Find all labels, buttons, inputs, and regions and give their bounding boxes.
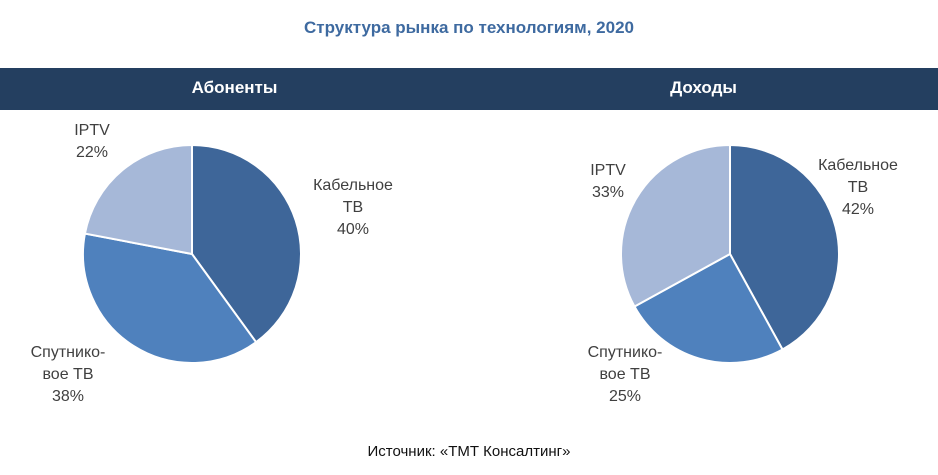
- slice-category-label: Спутнико-: [588, 344, 663, 361]
- pie-slice-1-0: [729, 143, 840, 351]
- slice-label-1-0: Кабельное ТВ 42%: [818, 157, 898, 218]
- slice-category-label: ТВ: [343, 199, 363, 216]
- pie-slice-0-2: [83, 143, 193, 256]
- slice-label-1-1: Спутнико-вое ТВ 25%: [588, 344, 663, 405]
- slice-label-0-0: Кабельное ТВ 40%: [313, 177, 393, 238]
- slice-category-label: Кабельное: [818, 157, 898, 174]
- slice-category-label: IPTV: [74, 122, 110, 139]
- pie-slice-1-2: [620, 143, 731, 308]
- slice-label-0-2: IPTV 22%: [74, 122, 110, 161]
- slice-category-label: вое ТВ: [42, 366, 93, 383]
- slice-value-label: 22%: [76, 144, 108, 161]
- header-band: [0, 68, 938, 110]
- slice-value-label: 33%: [592, 184, 624, 201]
- slice-category-label: ТВ: [848, 179, 868, 196]
- pie-slice-1-1: [633, 252, 784, 364]
- slice-category-label: вое ТВ: [599, 366, 650, 383]
- slice-category-label: IPTV: [590, 162, 626, 179]
- source-note: Источник: «ТМТ Консалтинг»: [367, 443, 571, 460]
- slice-value-label: 25%: [609, 388, 641, 405]
- slice-value-label: 40%: [337, 221, 369, 238]
- slice-label-1-2: IPTV 33%: [590, 162, 626, 201]
- page-title: Структура рынка по технологиям, 2020: [304, 18, 634, 37]
- slice-value-label: 42%: [842, 201, 874, 218]
- chart-title-revenue: Доходы: [670, 78, 737, 97]
- pie-charts: Кабельное ТВ 40% Спутнико-вое ТВ 38% IPTV 22% К…: [31, 122, 898, 405]
- slice-label-0-1: Спутнико-вое ТВ 38%: [31, 344, 106, 405]
- slice-category-label: Кабельное: [313, 177, 393, 194]
- chart-title-subscribers: Абоненты: [191, 78, 278, 97]
- slice-category-label: Спутнико-: [31, 344, 106, 361]
- pie-slice-0-1: [82, 232, 258, 364]
- slice-value-label: 38%: [52, 388, 84, 405]
- pie-slice-0-0: [191, 143, 302, 344]
